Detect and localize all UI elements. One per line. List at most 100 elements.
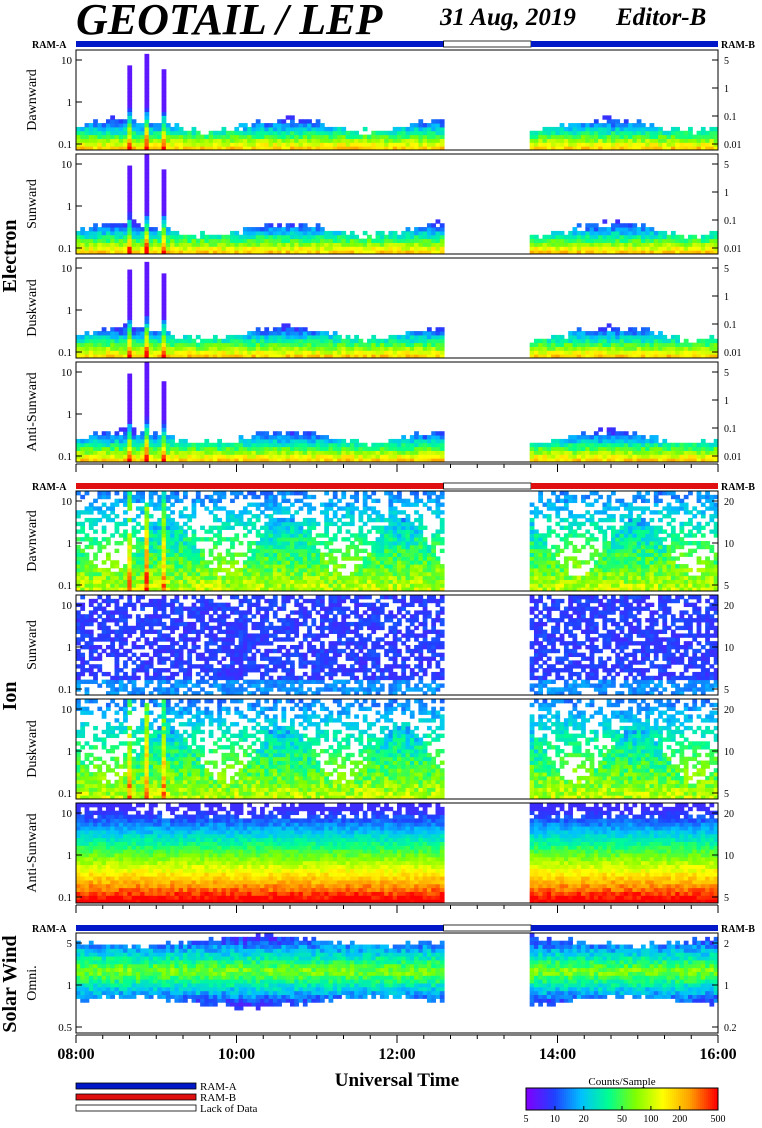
spectrogram-cell [611,119,616,124]
spectrogram-cell [593,246,599,251]
spectrogram-cell [615,138,621,143]
spectrogram-cell [260,350,265,355]
spectrogram-cell [127,207,133,213]
spectrogram-cell [157,458,163,463]
spectrogram-cell [585,242,591,247]
spectrogram-cell [598,230,603,236]
spectrogram-cell [542,454,548,459]
spectrogram-cell [542,346,548,351]
spectrogram-cell [337,458,342,463]
spectrogram-cell [255,435,261,440]
spectrogram-cell [277,491,282,496]
spectrogram-cell [97,567,103,573]
spectrogram-cell [315,446,321,451]
spectrogram-cell [311,560,317,565]
spectrogram-cell [332,575,338,580]
spectrogram-cell [153,575,158,580]
spectrogram-cell [349,346,355,351]
spectrogram-cell [76,544,81,550]
spectrogram-cell [696,454,702,459]
spectrogram-cell [367,579,372,584]
spectrogram-cell [439,242,445,247]
spectrogram-cell [392,230,398,236]
spectrogram-cell [80,521,86,527]
spectrogram-cell [208,450,214,455]
spectrogram-cell [247,234,252,240]
spectrogram-cell [204,146,210,151]
spectrogram-cell [290,123,295,128]
spectrogram-cell [367,134,372,139]
spectrogram-cell [315,458,321,463]
spectrogram-cell [311,521,317,527]
spectrogram-cell [114,123,120,128]
spectrogram-cell [362,521,368,527]
spectrogram-cell [285,537,291,542]
spectrogram-cell [632,431,638,436]
spectrogram-cell [367,242,372,247]
spectrogram-cell [298,556,304,561]
spectrogram-cell [200,450,205,455]
spectrogram-cell [585,134,591,139]
spectrogram-cell [161,192,167,197]
spectrogram-cell [268,579,274,584]
spectrogram-cell [384,442,389,448]
spectrogram-cell [80,525,86,530]
spectrogram-cell [97,138,103,143]
spectrogram-cell [692,450,698,455]
spectrogram-cell [628,435,633,440]
spectrogram-cell [559,246,565,251]
spectrogram-cell [311,587,317,592]
spectrogram-cell [679,242,685,247]
spectrogram-cell [101,134,107,139]
spectrogram-cell [319,350,325,355]
spectrogram-cell [135,571,141,577]
spectrogram-cell [272,446,278,451]
spectrogram-cell [675,130,680,136]
spectrogram-cell [97,446,103,451]
spectrogram-cell [409,338,415,344]
spectrogram-cell [358,450,364,455]
spectrogram-cell [264,338,270,344]
spectrogram-cell [242,438,248,444]
spectrogram-cell [255,142,261,147]
spectrogram-cell [371,442,377,448]
spectrogram-cell [349,234,355,240]
spectrogram-cell [131,564,137,569]
spectrogram-cell [675,350,680,355]
spectrogram-cell [439,454,445,459]
spectrogram-cell [576,130,582,136]
spectrogram-cell [135,354,141,359]
spectrogram-cell [84,454,90,459]
spectrogram-cell [255,494,261,500]
spectrogram-cell [144,88,150,93]
spectrogram-cell [114,498,120,504]
spectrogram-cell [183,246,188,251]
spectrogram-cell [533,246,539,251]
spectrogram-cell [264,431,270,436]
spectrogram-cell [679,246,685,251]
spectrogram-cell [311,238,317,243]
spectrogram-cell [670,350,676,355]
spectrogram-cell [341,234,347,240]
spectrogram-cell [337,564,342,569]
spectrogram-cell [337,230,342,236]
spectrogram-cell [118,354,124,359]
spectrogram-cell [371,346,377,351]
spectrogram-cell [97,438,103,444]
spectrogram-cell [230,552,235,557]
spectrogram-cell [88,571,94,577]
spectrogram-cell [135,544,141,550]
spectrogram-cell [709,130,715,136]
spectrogram-cell [97,338,103,344]
spectrogram-cell [165,560,171,565]
spectrogram-cell [367,234,372,240]
spectrogram-cell [713,134,719,139]
spectrogram-cell [435,350,441,355]
spectrogram-cell [354,533,359,538]
spectrogram-cell [208,529,214,534]
spectrogram-cell [354,246,359,251]
spectrogram-cell [315,579,321,584]
spectrogram-cell [611,126,616,132]
spectrogram-cell [576,134,582,139]
spectrogram-cell [110,517,116,523]
